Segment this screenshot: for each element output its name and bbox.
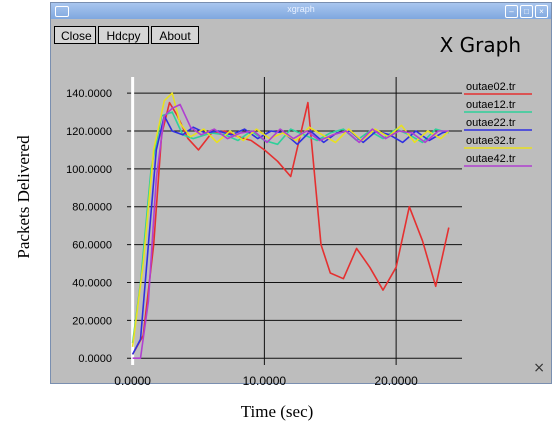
y-tick-label: 120.0000: [66, 126, 112, 138]
x-axis-label: Time (sec): [240, 402, 314, 421]
y-tick-label: 60.0000: [72, 240, 112, 252]
window-controls: – □ ×: [505, 5, 548, 18]
x-tick-label: 10.0000: [243, 374, 287, 388]
series-line: [131, 92, 450, 348]
maximize-icon[interactable]: □: [520, 5, 533, 18]
y-tick-label: 20.0000: [72, 315, 112, 327]
y-tick-label: 0.0000: [78, 353, 112, 365]
legend-label: outae02.tr: [466, 81, 516, 93]
y-tick-label: 140.0000: [66, 88, 112, 100]
series-line: [131, 101, 450, 355]
close-window-icon[interactable]: ×: [535, 5, 548, 18]
legend-label: outae42.tr: [466, 153, 516, 165]
x-tick-label: 0.0000: [114, 374, 151, 388]
legend-label: outae12.tr: [466, 99, 516, 111]
close-button[interactable]: Close: [54, 26, 96, 44]
about-button[interactable]: About: [151, 26, 199, 44]
title-bar[interactable]: xgraph – □ ×: [51, 3, 551, 19]
y-tick-label: 40.0000: [72, 277, 112, 289]
y-axis-label: Packets Delivered: [14, 135, 33, 259]
window-menu-icon[interactable]: [55, 6, 69, 17]
legend-label: outae32.tr: [466, 135, 516, 147]
hdcpy-button[interactable]: Hdcpy: [98, 26, 149, 44]
graph-title: X Graph: [439, 33, 521, 57]
series-line: [132, 103, 449, 360]
corner-close-mark: ×: [533, 360, 545, 376]
window-title: xgraph: [287, 4, 315, 14]
x-tick-label: 20.0000: [374, 374, 418, 388]
series-line: [131, 115, 450, 355]
y-tick-label: 80.0000: [72, 202, 112, 214]
legend-label: outae22.tr: [466, 117, 516, 129]
y-tick-label: 100.0000: [66, 164, 112, 176]
series-line: [131, 111, 450, 344]
minimize-icon[interactable]: –: [505, 5, 518, 18]
